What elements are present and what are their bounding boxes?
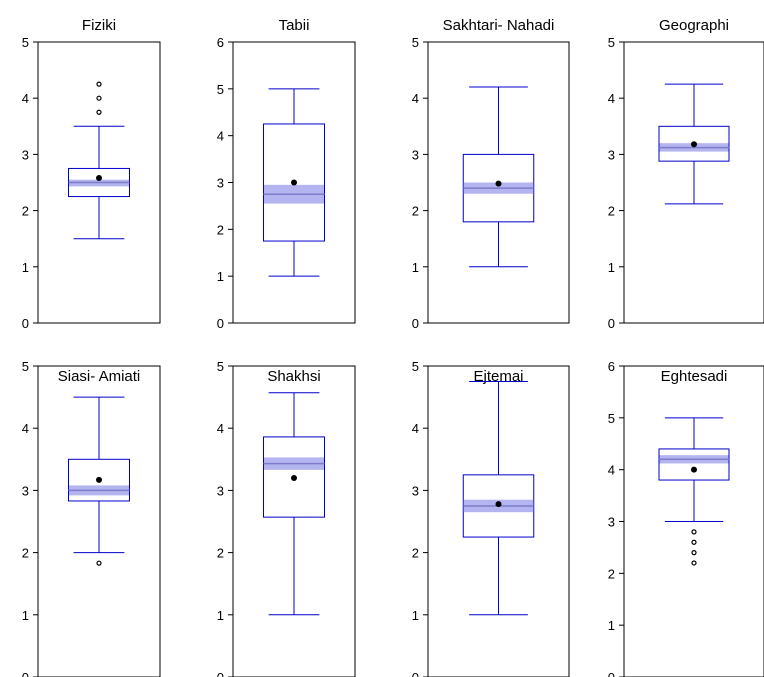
y-tick-label: 0 — [22, 316, 29, 331]
outlier-point — [96, 81, 102, 87]
y-tick-label: 2 — [412, 204, 419, 219]
boxplot-panel: 0 1 2 3 4 5 6 Eghtesadi — [608, 359, 764, 677]
y-tick-label: 5 — [608, 411, 615, 426]
mean-marker — [96, 476, 102, 483]
y-tick-label: 1 — [608, 618, 615, 633]
y-tick-label: 4 — [22, 91, 29, 106]
y-tick-label: 0 — [217, 670, 224, 677]
y-tick-label: 0 — [608, 316, 615, 331]
plot-frame — [37, 365, 161, 677]
y-tick-label: 5 — [412, 359, 419, 374]
y-tick-label: 0 — [412, 316, 419, 331]
y-tick-label: 2 — [22, 204, 29, 219]
y-tick-label: 2 — [22, 546, 29, 561]
panel-title: Geographi — [659, 17, 729, 34]
y-tick-label: 0 — [412, 670, 419, 677]
panel-title: Ejtemai — [473, 368, 523, 385]
y-tick-label: 0 — [217, 316, 224, 331]
plot-frame — [427, 365, 570, 677]
outlier-point — [691, 549, 697, 556]
panel-title: Eghtesadi — [661, 368, 728, 385]
outlier-point — [691, 560, 697, 566]
y-tick-label: 6 — [608, 359, 615, 374]
y-tick-label: 2 — [608, 566, 615, 581]
y-tick-label: 6 — [217, 35, 224, 50]
panel-title: Shakhsi — [267, 368, 320, 385]
mean-marker — [495, 180, 502, 187]
y-tick-label: 4 — [412, 421, 419, 436]
boxplot-panel: 0 1 2 3 4 5 Shakhsi — [217, 359, 356, 677]
outlier-point — [691, 539, 697, 545]
mean-marker — [291, 474, 297, 481]
y-tick-label: 5 — [217, 82, 224, 97]
y-tick-label: 4 — [608, 91, 615, 106]
boxplot-panel: 0 1 2 3 4 5 Ejtemai — [412, 359, 570, 677]
y-tick-label: 3 — [217, 483, 224, 498]
y-tick-label: 0 — [608, 670, 615, 677]
y-tick-label: 5 — [22, 359, 29, 374]
y-tick-label: 3 — [22, 147, 29, 162]
outlier-point — [96, 109, 102, 115]
y-tick-label: 4 — [22, 421, 29, 436]
boxplot-panel: 0 1 2 3 4 5 Fiziki — [22, 17, 161, 331]
panel-title: Siasi- Amiati — [58, 368, 141, 385]
y-tick-label: 4 — [412, 91, 419, 106]
y-tick-label: 5 — [22, 35, 29, 50]
y-tick-label: 1 — [412, 260, 419, 275]
y-tick-label: 4 — [217, 421, 224, 436]
mean-marker — [495, 501, 502, 508]
panel-title: Sakhtari- Nahadi — [443, 17, 555, 34]
y-tick-label: 5 — [608, 35, 615, 50]
y-tick-label: 3 — [217, 176, 224, 191]
plot-frame — [232, 365, 356, 677]
mean-marker — [291, 179, 297, 186]
mean-marker — [96, 175, 102, 182]
y-tick-label: 3 — [608, 147, 615, 162]
mean-marker — [691, 141, 697, 148]
y-tick-label: 5 — [217, 359, 224, 374]
y-tick-label: 1 — [217, 608, 224, 623]
y-tick-label: 1 — [22, 608, 29, 623]
y-tick-label: 3 — [608, 515, 615, 530]
boxplot-panel: 0 1 2 3 4 5 Siasi- Amiati — [22, 359, 161, 677]
y-tick-label: 2 — [412, 546, 419, 561]
y-tick-label: 1 — [412, 608, 419, 623]
y-tick-label: 3 — [412, 147, 419, 162]
y-tick-label: 2 — [217, 222, 224, 237]
plot-frame — [427, 41, 570, 324]
y-tick-label: 3 — [22, 483, 29, 498]
mean-marker — [691, 466, 697, 473]
plot-frame — [37, 41, 161, 324]
y-tick-label: 2 — [608, 204, 615, 219]
y-tick-label: 4 — [217, 129, 224, 144]
y-tick-label: 3 — [412, 483, 419, 498]
outlier-point — [96, 95, 102, 101]
panel-title: Tabii — [279, 17, 310, 34]
panel-title: Fiziki — [82, 17, 116, 34]
y-tick-label: 1 — [608, 260, 615, 275]
box-iqr — [658, 448, 730, 481]
boxplot-panel: 0 1 2 3 4 5 6 Tabii — [217, 17, 356, 331]
boxplot-panel: 0 1 2 3 4 5 Sakhtari- Nahadi — [412, 17, 570, 331]
y-tick-label: 1 — [217, 269, 224, 284]
outlier-point — [691, 529, 697, 535]
plot-frame — [623, 41, 764, 324]
y-tick-label: 1 — [22, 260, 29, 275]
boxplot-panel: 0 1 2 3 4 5 Geographi — [608, 17, 764, 331]
y-tick-label: 2 — [217, 546, 224, 561]
outlier-point — [96, 560, 102, 566]
y-tick-label: 5 — [412, 35, 419, 50]
y-tick-label: 4 — [608, 463, 615, 478]
y-tick-label: 0 — [22, 670, 29, 677]
